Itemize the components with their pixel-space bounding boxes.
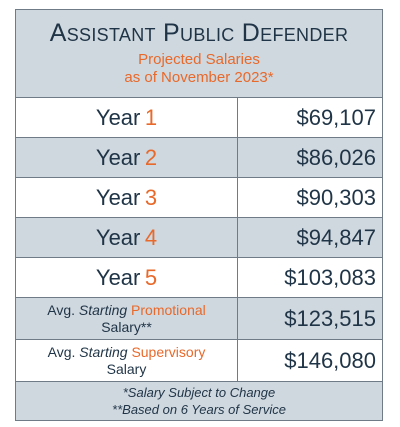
year-number: 5 <box>144 264 158 290</box>
table-row-year-1: Year 1 $69,107 <box>16 98 382 138</box>
year-label: Year <box>95 224 141 250</box>
supervisory-word: Supervisory <box>131 343 206 360</box>
subtitle: Projected Salaries <box>138 51 260 68</box>
year-number: 3 <box>144 184 158 210</box>
table-row-supervisory: Avg. Starting Supervisory Salary $146,08… <box>16 340 382 382</box>
amount-cell: $123,515 <box>238 298 382 339</box>
year-cell: Year 2 <box>16 138 238 177</box>
footnotes: *Salary Subject to Change **Based on 6 Y… <box>16 382 382 420</box>
year-number: 4 <box>144 224 158 250</box>
year-label: Year <box>95 144 141 170</box>
salary-suffix: Salary** <box>101 318 152 335</box>
year-cell: Year 4 <box>16 218 238 257</box>
amount-cell: $103,083 <box>238 258 382 297</box>
table-row-year-2: Year 2 $86,026 <box>16 138 382 178</box>
table-header: Assistant Public Defender Projected Sala… <box>16 10 382 98</box>
table-row-year-3: Year 3 $90,303 <box>16 178 382 218</box>
year-cell: Year 5 <box>16 258 238 297</box>
salary-amount: $90,303 <box>296 184 376 210</box>
salary-amount: $94,847 <box>296 224 376 250</box>
year-number: 2 <box>144 144 158 170</box>
avg-prefix: Avg. <box>47 343 76 360</box>
year-number: 1 <box>144 104 158 130</box>
year-cell: Year 3 <box>16 178 238 217</box>
promotional-word: Promotional <box>131 301 206 318</box>
as-of-date: as of November 2023* <box>124 69 274 86</box>
footnote-years-service: **Based on 6 Years of Service <box>112 402 286 417</box>
table-row-promotional: Avg. Starting Promotional Salary** $123,… <box>16 298 382 340</box>
year-label: Year <box>95 104 141 130</box>
year-label: Year <box>95 184 141 210</box>
footnote-salary-change: *Salary Subject to Change <box>122 385 276 400</box>
salary-amount: $103,083 <box>284 264 376 290</box>
amount-cell: $86,026 <box>238 138 382 177</box>
supervisory-label-cell: Avg. Starting Supervisory Salary <box>16 340 238 381</box>
salary-amount: $86,026 <box>296 144 376 170</box>
avg-prefix: Avg. <box>47 301 76 318</box>
salary-suffix: Salary <box>106 360 147 377</box>
amount-cell: $90,303 <box>238 178 382 217</box>
amount-cell: $146,080 <box>238 340 382 381</box>
year-label: Year <box>95 264 141 290</box>
promotional-amount: $123,515 <box>284 305 376 331</box>
salary-table: Assistant Public Defender Projected Sala… <box>15 9 383 421</box>
starting-word: Starting <box>79 343 128 360</box>
table-row-year-4: Year 4 $94,847 <box>16 218 382 258</box>
year-cell: Year 1 <box>16 98 238 137</box>
page-title: Assistant Public Defender <box>49 19 349 47</box>
table-row-year-5: Year 5 $103,083 <box>16 258 382 298</box>
supervisory-amount: $146,080 <box>284 347 376 373</box>
amount-cell: $69,107 <box>238 98 382 137</box>
salary-amount: $69,107 <box>296 104 376 130</box>
promotional-label-cell: Avg. Starting Promotional Salary** <box>16 298 238 339</box>
promotional-label: Avg. Starting Promotional Salary** <box>47 302 206 336</box>
amount-cell: $94,847 <box>238 218 382 257</box>
supervisory-label: Avg. Starting Supervisory Salary <box>48 344 206 378</box>
starting-word: Starting <box>78 301 128 318</box>
